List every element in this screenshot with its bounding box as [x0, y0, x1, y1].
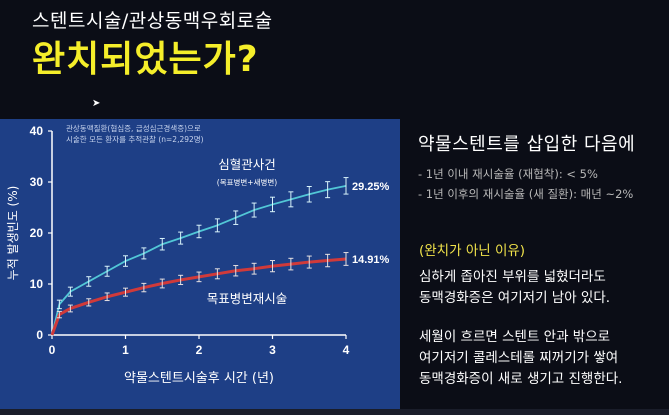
paragraph-1-line-1: 심하게 좁아진 부위를 넓혔더라도	[419, 269, 606, 285]
x-tick-label: 1	[122, 343, 129, 357]
paragraph-1-line-2: 동맥경화증은 여기저기 남아 있다.	[419, 290, 611, 306]
chart-background	[0, 119, 400, 413]
series-name-cardiac-events: 심혈관사건	[218, 157, 276, 172]
chart-series-layer	[50, 177, 349, 336]
series-end-label: 14.91%	[352, 254, 390, 266]
y-tick-label: 10	[30, 277, 44, 291]
slide-subtitle: 스텐트시술/관상동맥우회로술	[32, 10, 273, 32]
x-tick-label: 2	[196, 343, 203, 357]
section-title-reason: (완치가 아닌 이유)	[419, 243, 526, 259]
chart-note-line-1: 관상동맥질환(협심증, 급성심근경색증)으로	[66, 123, 201, 133]
bullet-restenosis: - 1년 이내 재시술율 (재협착): < 5%	[418, 167, 598, 181]
x-tick-label: 4	[343, 343, 350, 357]
paragraph-2-line-2: 여기저기 콜레스테롤 찌꺼기가 쌓여	[419, 350, 619, 366]
series-name-target-lesion: 목표병변재시술	[207, 291, 288, 306]
x-tick-label: 0	[49, 343, 56, 357]
x-axis-label: 약물스텐트시술후 시간 (년)	[124, 371, 274, 386]
y-tick-label: 0	[36, 328, 43, 342]
panel-heading: 약물스텐트를 삽입한 다음에	[418, 134, 636, 155]
y-tick-label: 30	[30, 175, 44, 189]
mouse-cursor-icon: ➤	[92, 98, 101, 109]
series-end-label: 29.25%	[352, 181, 390, 193]
series-line-cardiac-events	[51, 184, 347, 336]
kaplan-meier-chart: 0 1 2 3 4 0 10 20 30 40 약물스텐트시술후 시간 (년) 누적 발생빈도 (%)…	[0, 119, 400, 413]
series-line-target-lesion	[50, 257, 347, 336]
paragraph-2-line-1: 세월이 흐르면 스텐트 안과 밖으로	[419, 329, 611, 345]
y-tick-label: 40	[30, 124, 44, 138]
paragraph-2-line-3: 동맥경화증이 새로 생기고 진행한다.	[419, 371, 623, 387]
bottom-strip	[0, 409, 669, 415]
x-tick-label: 3	[269, 343, 276, 357]
series-sublabel-cardiac-events: (목표병변+새병변)	[217, 178, 278, 187]
bullet-new-disease: - 1년 이후의 재시술율 (새 질환): 매년 ~2%	[418, 187, 634, 201]
slide-title: 완치되었는가?	[32, 39, 259, 80]
y-axis-label: 누적 발생빈도 (%)	[6, 186, 20, 281]
y-tick-label: 20	[30, 226, 44, 240]
chart-note-line-2: 시술한 모든 환자를 추적관찰 (n=2,292명)	[66, 134, 204, 144]
